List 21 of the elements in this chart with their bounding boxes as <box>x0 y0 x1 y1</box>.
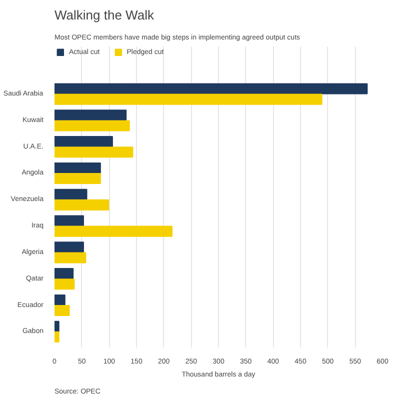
bar <box>54 146 134 158</box>
bar <box>54 278 75 290</box>
bar <box>54 110 127 121</box>
bar <box>54 294 66 306</box>
bar <box>54 94 322 105</box>
bar <box>54 268 74 280</box>
bar <box>54 136 113 148</box>
bar <box>54 252 86 264</box>
bar <box>54 215 84 226</box>
bar <box>54 188 88 200</box>
bar <box>54 199 110 210</box>
chart-title: Walking the Walk <box>54 8 154 22</box>
bar <box>54 305 70 316</box>
bar <box>54 242 84 253</box>
bar <box>54 83 368 94</box>
bar <box>54 173 101 184</box>
bar <box>54 226 173 237</box>
bar <box>54 320 60 332</box>
bar <box>54 162 101 174</box>
bar <box>54 120 130 132</box>
bar <box>54 331 60 342</box>
